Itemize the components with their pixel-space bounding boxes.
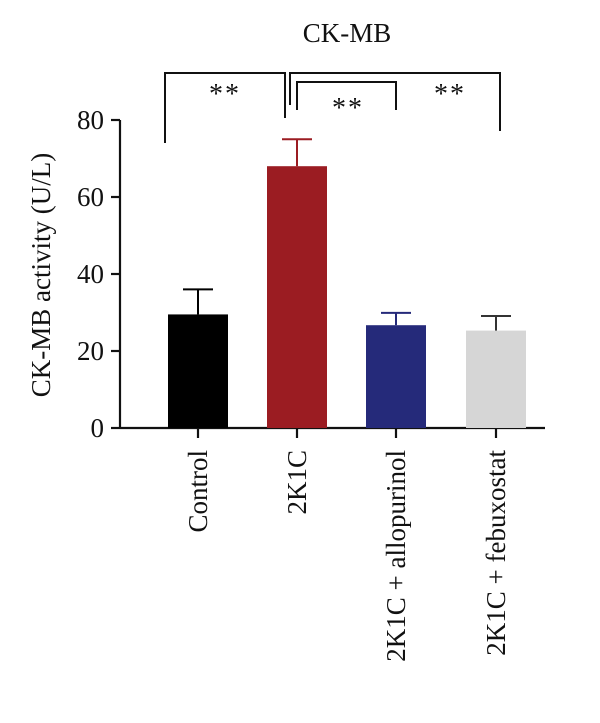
x-axis: Control 2K1C 2K1C + allopurinol 2K1C + febu…: [120, 426, 545, 662]
bar: [267, 166, 327, 428]
significance-bracket: [164, 72, 286, 143]
significance-label: **: [434, 79, 466, 110]
significance-label: **: [209, 79, 241, 110]
y-axis-label: CK-MB activity (U/L): [26, 153, 56, 397]
significance-label: **: [332, 93, 364, 124]
y-tick-label: 40: [77, 259, 104, 289]
bars-group: [168, 138, 526, 428]
x-tick-label: 2K1C: [282, 450, 312, 515]
x-tick-label: Control: [183, 450, 213, 533]
bar: [168, 314, 228, 428]
y-axis: 0 20 40 60 80: [77, 105, 122, 443]
y-tick-label: 0: [91, 413, 105, 443]
y-tick-label: 60: [77, 182, 104, 212]
bar: [366, 325, 426, 428]
y-tick-label: 20: [77, 336, 104, 366]
y-tick-label: 80: [77, 105, 104, 135]
significance-bracket: [296, 81, 397, 110]
x-tick-label: 2K1C + allopurinol: [381, 450, 411, 662]
x-tick-label: 2K1C + febuxostat: [481, 450, 511, 656]
significance-brackets: ** ** **: [164, 72, 501, 143]
chart-title: CK-MB: [303, 18, 392, 48]
significance-bracket: [289, 72, 501, 131]
bar: [466, 330, 526, 428]
